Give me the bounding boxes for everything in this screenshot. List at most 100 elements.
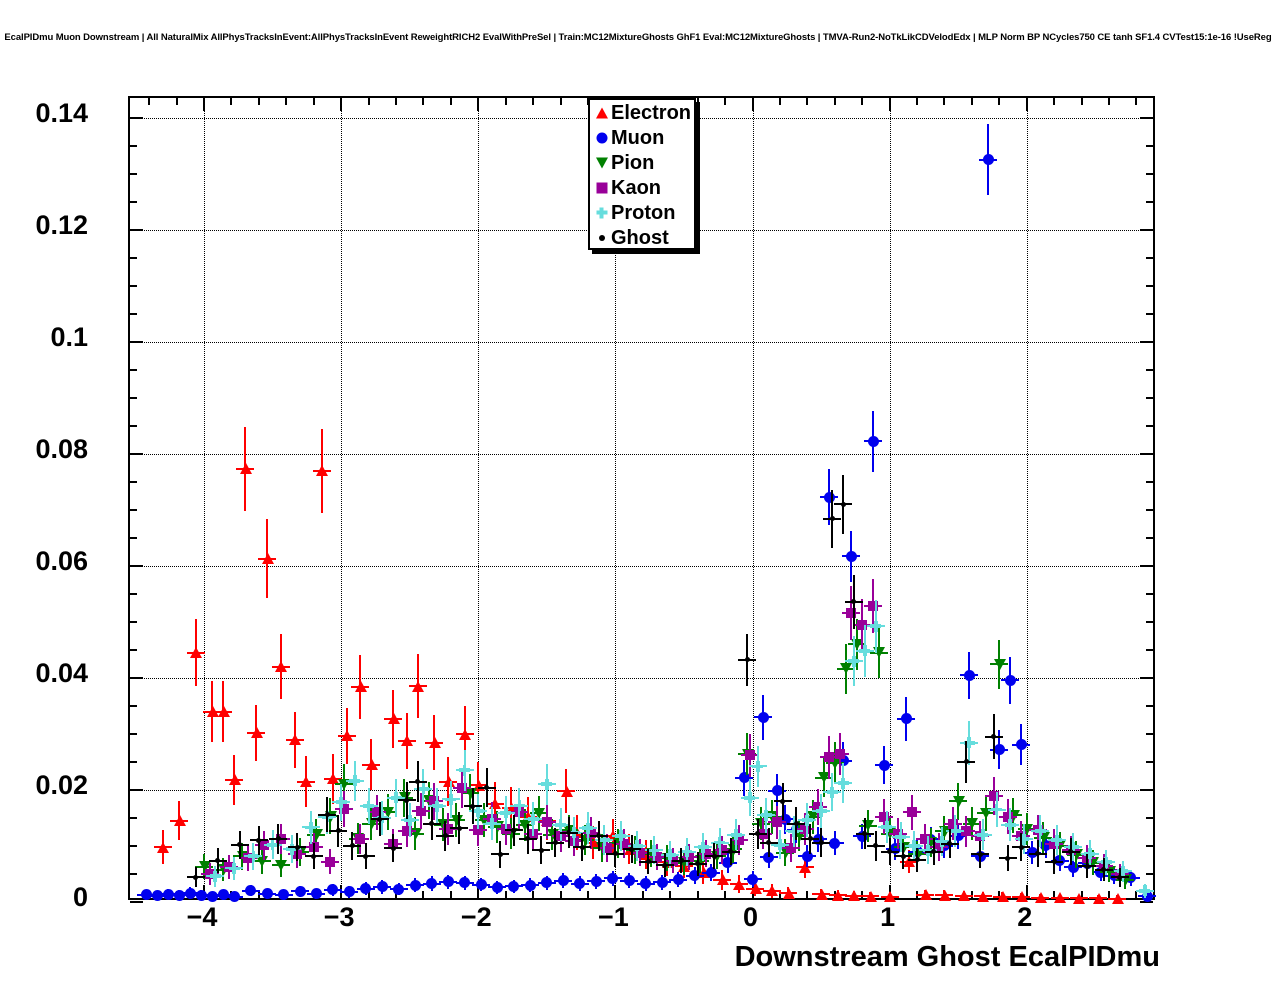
marker-dot-icon <box>324 812 330 818</box>
y-tick-minor <box>130 200 137 203</box>
x-tick-minor <box>285 98 288 105</box>
marker-circle-icon <box>963 669 975 681</box>
y-tick-label: 0.04 <box>35 657 88 688</box>
legend-item-pion[interactable]: Pion <box>590 150 694 175</box>
x-tick-minor <box>230 98 233 105</box>
y-tick-minor <box>1146 172 1153 175</box>
marker-dot-icon <box>1035 851 1041 857</box>
marker-square-icon <box>772 817 783 828</box>
marker-dot-icon <box>662 862 668 868</box>
legend-label: Muon <box>611 126 665 149</box>
marker-cross-icon <box>949 825 961 837</box>
marker-cross-icon <box>826 786 838 798</box>
marker-circle-icon <box>206 890 218 902</box>
marker-cross-icon <box>335 796 347 808</box>
marker-triangle-up-icon <box>412 680 425 692</box>
marker-dot-icon <box>1005 855 1011 861</box>
marker-square-icon <box>947 818 958 829</box>
marker-dot-icon <box>538 847 544 853</box>
y-tick-major <box>130 676 143 679</box>
y-tick-minor <box>1146 200 1153 203</box>
marker-triangle-down-icon <box>365 818 378 830</box>
marker-dot-icon <box>377 816 383 822</box>
marker-circle-icon <box>952 830 964 842</box>
marker-square-icon <box>596 182 607 193</box>
legend-item-ghost[interactable]: Ghost <box>590 225 694 250</box>
marker-square-icon <box>813 801 824 812</box>
marker-cross-icon <box>445 793 457 805</box>
marker-dot-icon <box>311 853 317 859</box>
marker-triangle-down-icon <box>464 787 477 799</box>
marker-circle-icon <box>779 813 791 825</box>
marker-cross-icon <box>596 207 607 218</box>
marker-circle-icon <box>184 887 196 899</box>
marker-cross-icon <box>1067 841 1079 853</box>
x-tick-minor <box>1135 98 1138 105</box>
y-tick-minor <box>130 396 137 399</box>
marker-triangle-down-icon <box>533 807 546 819</box>
y-tick-minor <box>1146 872 1153 875</box>
marker-dot-icon <box>695 861 701 867</box>
legend-item-electron[interactable]: Electron <box>590 100 694 125</box>
x-tick-minor <box>861 98 864 105</box>
x-tick-minor <box>669 891 672 898</box>
y-tick-minor <box>130 760 137 763</box>
marker-triangle-up-icon <box>327 773 340 785</box>
marker-triangle-up-icon <box>766 885 779 897</box>
marker-triangle-down-icon <box>980 807 993 819</box>
marker-triangle-up-icon <box>884 891 897 903</box>
marker-dot-icon <box>349 843 355 849</box>
marker-dot-icon <box>363 853 369 859</box>
marker-circle-icon <box>738 772 750 784</box>
marker-triangle-up-icon <box>1092 892 1105 904</box>
marker-cross-icon <box>908 840 920 852</box>
marker-circle-icon <box>889 843 901 855</box>
marker-cross-icon <box>697 841 709 853</box>
legend-item-muon[interactable]: Muon <box>590 125 694 150</box>
marker-square-icon <box>1002 811 1013 822</box>
marker-triangle-up-icon <box>595 107 608 118</box>
marker-circle-icon <box>426 878 438 889</box>
marker-dot-icon <box>442 833 448 839</box>
marker-triangle-up-icon <box>442 776 455 788</box>
y-tick-minor <box>130 424 137 427</box>
marker-dot-icon <box>977 851 983 857</box>
marker-dot-icon <box>931 849 936 855</box>
marker-dot-icon <box>900 853 906 859</box>
x-tick-minor <box>943 98 946 105</box>
marker-triangle-down-icon <box>873 647 886 659</box>
legend-item-kaon[interactable]: Kaon <box>590 175 694 200</box>
marker-dot-icon <box>404 797 410 803</box>
x-tick-minor <box>449 98 452 105</box>
marker-cross-icon <box>1034 825 1046 837</box>
marker-cross-icon <box>1139 885 1151 897</box>
y-tick-major <box>130 564 143 567</box>
x-tick-minor <box>998 98 1001 105</box>
marker-square-icon <box>443 824 454 835</box>
marker-dot-icon <box>511 827 517 833</box>
marker-triangle-up-icon <box>832 889 845 901</box>
marker-cross-icon <box>459 764 471 776</box>
marker-circle-icon <box>640 878 652 889</box>
marker-triangle-up-icon <box>190 647 203 659</box>
y-tick-minor <box>130 536 137 539</box>
marker-circle-icon <box>856 830 868 842</box>
legend-item-proton[interactable]: Proton <box>590 200 694 225</box>
marker-dot-icon <box>629 846 635 852</box>
marker-triangle-up-icon <box>522 811 535 823</box>
marker-triangle-up-icon <box>289 734 302 746</box>
x-tick-minor <box>1135 891 1138 898</box>
x-tick-minor <box>861 891 864 898</box>
marker-dot-icon <box>818 840 824 846</box>
marker-circle-icon <box>845 550 857 562</box>
marker-dot-icon <box>193 874 199 880</box>
marker-triangle-up-icon <box>560 785 573 797</box>
marker-triangle-up-icon <box>587 837 600 849</box>
marker-circle-icon <box>1141 890 1153 902</box>
marker-cross-icon <box>922 844 934 856</box>
y-tick-major <box>130 788 143 791</box>
marker-circle-icon <box>900 713 912 725</box>
marker-cross-icon <box>527 813 539 825</box>
y-tick-minor <box>1146 284 1153 287</box>
y-tick-minor <box>1146 732 1153 735</box>
